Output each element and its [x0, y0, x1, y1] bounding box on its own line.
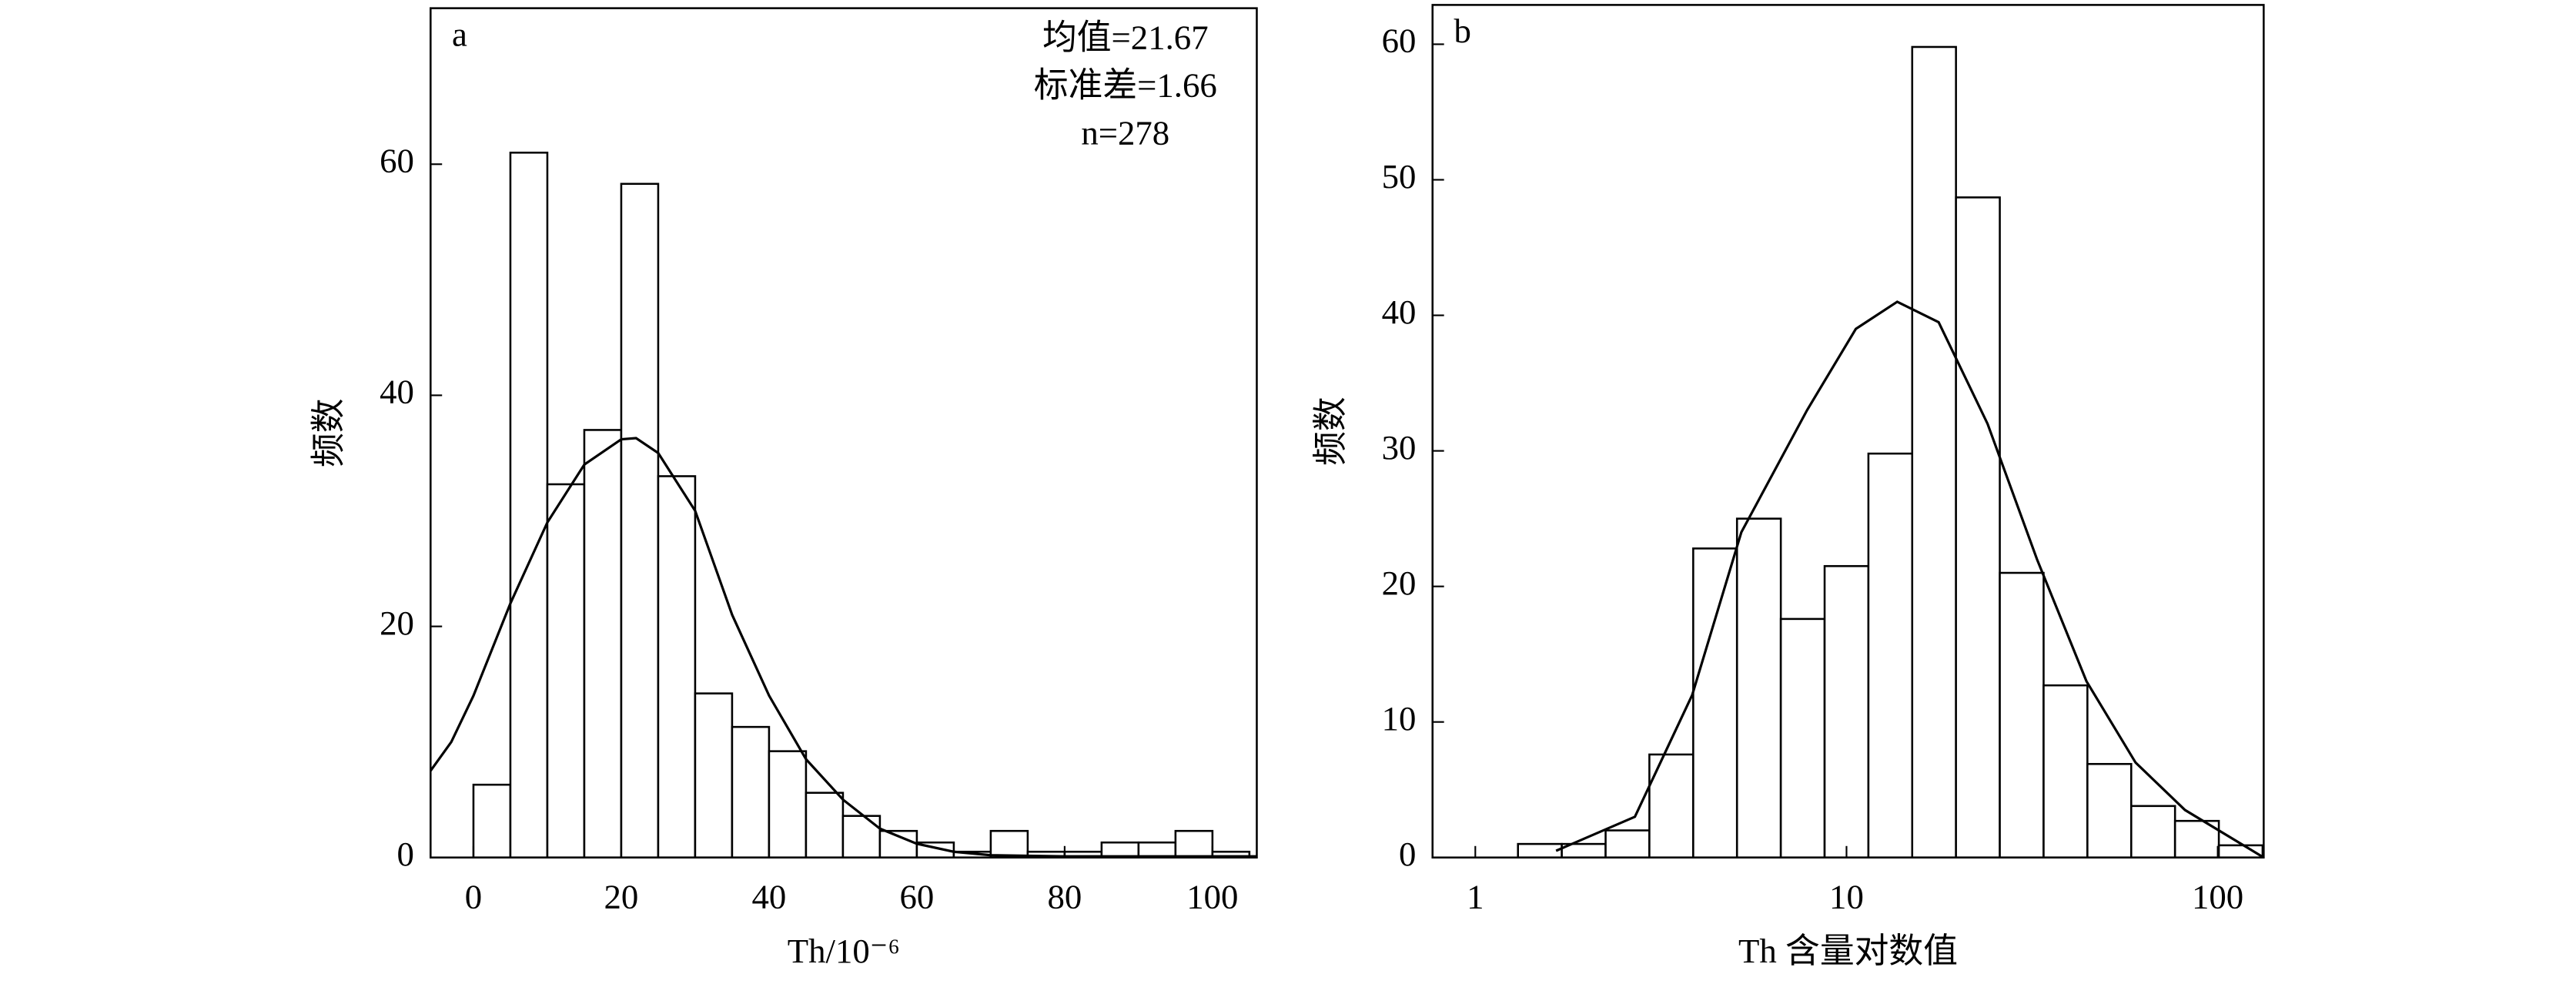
y-tick-label: 60: [1382, 22, 1417, 60]
y-tick-label: 50: [1382, 157, 1417, 196]
x-tick-label: 10: [1829, 877, 1864, 915]
bar: [620, 182, 660, 858]
bar: [1692, 547, 1738, 858]
annotation: n=278: [1081, 113, 1169, 152]
bar: [1174, 829, 1214, 858]
y-axis-label: 频数: [309, 398, 348, 467]
bar: [2129, 805, 2176, 858]
bar: [1779, 618, 1826, 858]
bar: [657, 475, 697, 858]
annotation: 标准差=1.66: [1034, 65, 1217, 104]
bar: [472, 783, 512, 858]
bar: [2086, 762, 2133, 858]
bar: [509, 151, 549, 858]
y-tick-label: 0: [1399, 835, 1416, 873]
bar: [841, 815, 882, 858]
y-tick-label: 20: [380, 604, 414, 642]
bar: [2042, 684, 2089, 858]
bar: [1823, 564, 1870, 858]
bar: [694, 692, 734, 858]
x-tick-label: 40: [752, 877, 787, 915]
panel-label: a: [452, 15, 467, 53]
bar: [2217, 844, 2264, 858]
x-tick-label: 20: [604, 877, 639, 915]
bar: [1517, 842, 1563, 858]
x-tick-label: 80: [1047, 877, 1082, 915]
x-tick-label: 100: [2192, 877, 2243, 915]
y-tick-label: 0: [397, 835, 414, 873]
x-tick-label: 60: [900, 877, 935, 915]
y-axis-label: 频数: [1311, 397, 1350, 466]
x-tick-label: 1: [1467, 877, 1484, 915]
bar: [1911, 45, 1957, 858]
density-curve: [1555, 300, 2265, 859]
x-tick-label: 100: [1186, 877, 1238, 915]
density-curve: [429, 437, 1257, 858]
y-tick-label: 30: [1382, 428, 1417, 467]
bar: [1999, 571, 2045, 858]
annotation: 均值=21.67: [1042, 18, 1209, 57]
bar: [1867, 452, 1914, 858]
y-tick-label: 40: [1382, 293, 1417, 331]
bar: [989, 829, 1029, 858]
bar: [1735, 517, 1782, 858]
bar: [1955, 196, 2001, 858]
bar: [731, 725, 771, 858]
bar: [805, 792, 845, 858]
x-axis-label: Th/10⁻⁶: [788, 932, 900, 970]
bar: [768, 750, 808, 858]
bar: [1604, 829, 1651, 858]
y-tick-label: 60: [380, 142, 414, 180]
x-axis-label: Th 含量对数值: [1738, 932, 1958, 970]
bar: [583, 429, 623, 858]
panel-label: b: [1454, 12, 1470, 50]
plot-frame: [1431, 4, 2265, 858]
x-tick-label: 0: [465, 877, 482, 915]
y-tick-label: 40: [380, 373, 414, 411]
y-tick-label: 10: [1382, 699, 1417, 738]
y-tick-label: 20: [1382, 564, 1417, 602]
bar: [546, 483, 586, 858]
plot-frame: [430, 7, 1258, 858]
